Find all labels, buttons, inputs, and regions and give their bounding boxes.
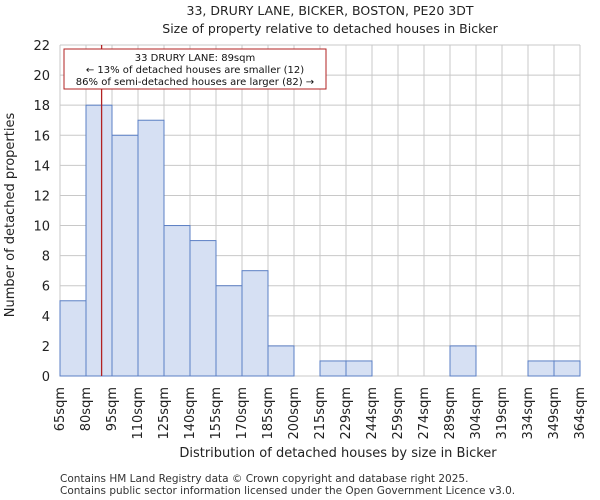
x-tick-label: 274sqm <box>417 387 432 440</box>
x-tick-label: 125sqm <box>157 387 172 440</box>
bar-334sqm <box>527 360 555 377</box>
y-tick-label: 14 <box>33 159 50 174</box>
x-tick-label: 155sqm <box>209 387 224 440</box>
x-tick-label: 95sqm <box>105 387 120 431</box>
x-tick-label: 289sqm <box>443 387 458 440</box>
bar-229sqm <box>345 360 373 377</box>
y-tick-label: 2 <box>42 340 50 355</box>
y-tick-label: 6 <box>42 280 50 295</box>
x-tick-label: 185sqm <box>261 387 276 440</box>
annotation-line-1: 33 DRURY LANE: 89sqm <box>135 53 255 64</box>
x-tick-label: 140sqm <box>183 387 198 440</box>
x-tick-label: 80sqm <box>79 387 94 431</box>
x-tick-label: 349sqm <box>547 387 562 440</box>
footer-line-2: Contains public sector information licen… <box>60 485 515 497</box>
x-tick-label: 334sqm <box>521 387 536 440</box>
x-tick-label: 215sqm <box>313 387 328 440</box>
annotation-line-3: 86% of semi-detached houses are larger (… <box>76 77 314 88</box>
annotation-line-2: ← 13% of detached houses are smaller (12… <box>86 65 304 76</box>
x-tick-label: 364sqm <box>573 387 588 440</box>
bar-80sqm <box>85 104 113 377</box>
bar-289sqm <box>449 345 477 377</box>
x-tick-label: 319sqm <box>495 387 510 440</box>
bar-95sqm <box>111 134 139 377</box>
x-tick-label: 229sqm <box>339 387 354 440</box>
x-tick-label: 170sqm <box>235 387 250 440</box>
x-tick-label: 200sqm <box>287 387 302 440</box>
annotation-box: 33 DRURY LANE: 89sqm ← 13% of detached h… <box>63 48 327 90</box>
bar-140sqm <box>189 240 217 377</box>
x-tick-label: 259sqm <box>391 387 406 440</box>
bar-170sqm <box>241 270 269 377</box>
bar-155sqm <box>215 285 243 377</box>
y-axis-label: Number of detached properties <box>3 113 18 318</box>
y-tick-label: 12 <box>33 189 50 204</box>
y-tick-label: 20 <box>33 69 50 84</box>
y-tick-label: 10 <box>33 220 50 235</box>
y-tick-label: 22 <box>33 39 50 54</box>
y-tick-label: 18 <box>33 99 50 114</box>
y-tick-label: 4 <box>42 310 50 325</box>
bar-125sqm <box>163 225 191 377</box>
x-tick-label: 65sqm <box>53 387 68 431</box>
bar-110sqm <box>137 119 165 377</box>
x-tick-label: 110sqm <box>131 387 146 440</box>
chart-subtitle: Size of property relative to detached ho… <box>162 21 498 36</box>
x-tick-label: 304sqm <box>469 387 484 440</box>
bar-349sqm <box>553 360 581 377</box>
footer-line-1: Contains HM Land Registry data © Crown c… <box>60 473 468 485</box>
bar-65sqm <box>59 300 87 377</box>
chart-title: 33, DRURY LANE, BICKER, BOSTON, PE20 3DT <box>187 3 474 18</box>
bar-185sqm <box>267 345 295 377</box>
y-tick-label: 16 <box>33 129 50 144</box>
x-tick-label: 244sqm <box>365 387 380 440</box>
x-axis-label: Distribution of detached houses by size … <box>179 446 497 461</box>
y-tick-label: 0 <box>42 370 50 385</box>
bar-215sqm <box>319 360 347 377</box>
y-tick-label: 8 <box>42 250 50 265</box>
